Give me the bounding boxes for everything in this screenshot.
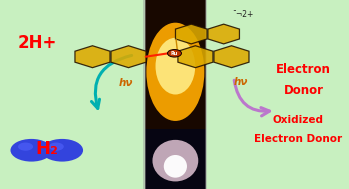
Circle shape [168,50,181,57]
Circle shape [18,143,33,151]
Polygon shape [75,46,110,68]
Text: H₂: H₂ [35,140,58,158]
Polygon shape [178,46,213,68]
Ellipse shape [156,38,195,94]
Polygon shape [111,46,146,68]
Text: hν: hν [233,77,248,87]
Text: Electron Donor: Electron Donor [254,134,342,144]
Polygon shape [214,46,249,68]
Circle shape [49,143,64,151]
Text: ¯¬2+: ¯¬2+ [232,10,253,19]
Polygon shape [176,24,207,44]
Text: hν: hν [118,78,133,88]
Text: Electron: Electron [276,63,331,76]
Text: Donor: Donor [284,84,324,97]
Polygon shape [208,24,239,44]
Bar [143,0,146,189]
Bar [145,0,206,189]
Circle shape [41,139,83,162]
Ellipse shape [164,155,187,178]
Text: Ru: Ru [171,51,178,56]
Ellipse shape [146,23,205,121]
Bar [145,129,206,189]
Bar [205,0,207,189]
Text: Oxidized: Oxidized [273,115,324,125]
Ellipse shape [153,140,198,181]
Text: 2H+: 2H+ [17,33,57,52]
Circle shape [10,139,52,162]
